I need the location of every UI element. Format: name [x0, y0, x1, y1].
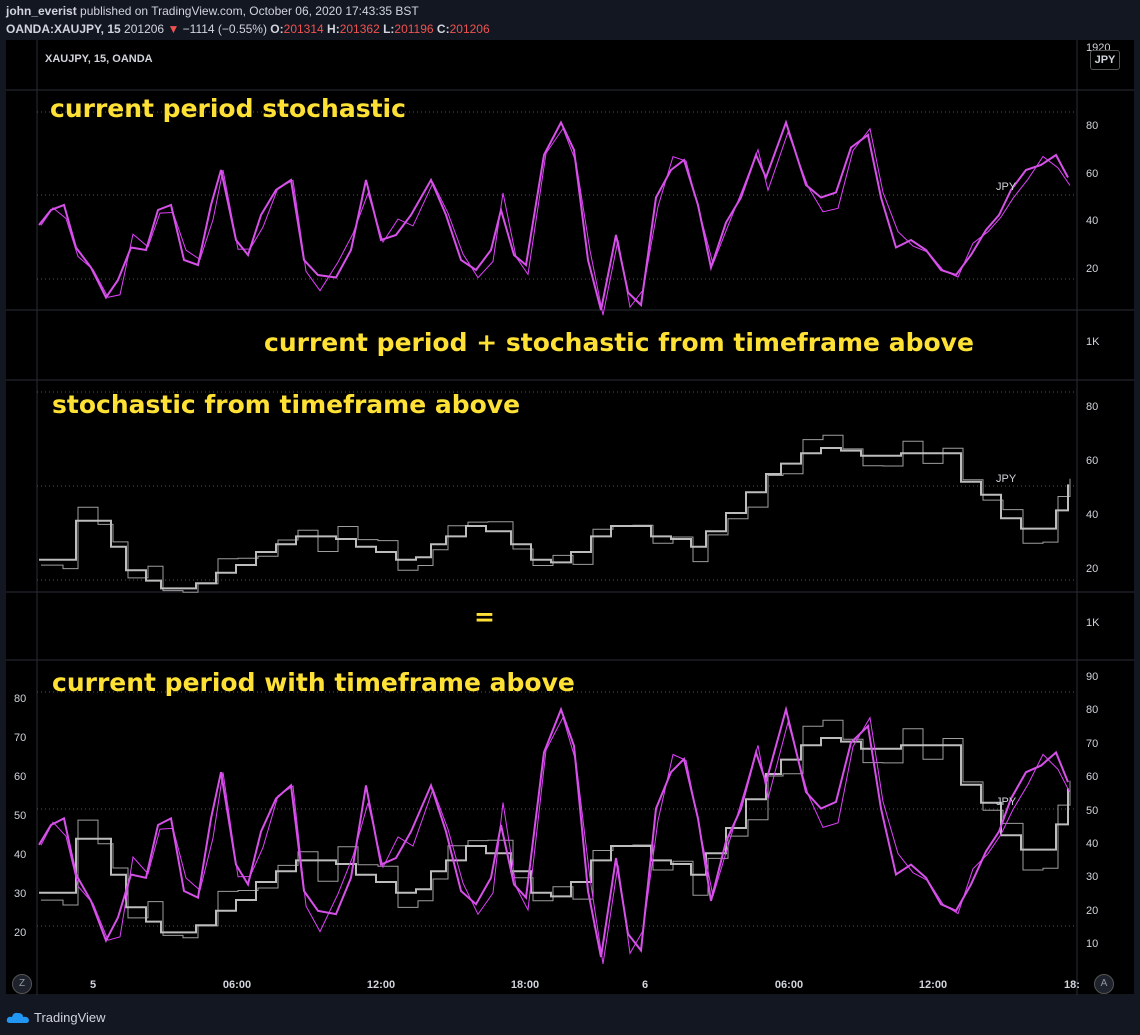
- pane3-right-axis-tick: 80: [1086, 704, 1098, 716]
- pane3-left-axis-tick: 70: [14, 732, 26, 744]
- gap1-axis-label: 1K: [1086, 336, 1100, 348]
- jpy-watermark: JPY: [996, 796, 1017, 808]
- low-label: L:: [383, 22, 395, 36]
- chart-canvas[interactable]: 80604020806040201K1K19209080706050403020…: [6, 40, 1134, 995]
- combined-htf-k-line: [41, 719, 1071, 939]
- annotation-htf: stochastic from timeframe above: [52, 390, 521, 419]
- jpy-watermark: JPY: [996, 473, 1017, 485]
- htf-k-line: [41, 434, 1071, 593]
- open-label: O:: [270, 22, 284, 36]
- pane1-axis-tick: 20: [1086, 263, 1098, 275]
- time-axis-tick: 18:: [1064, 979, 1080, 991]
- pane3-left-axis-tick: 80: [14, 693, 26, 705]
- pane3-left-axis-tick: 20: [14, 927, 26, 939]
- gap2-axis-label: 1K: [1086, 617, 1100, 629]
- pane3-right-axis-tick: 30: [1086, 871, 1098, 883]
- publish-line: john_everist published on TradingView.co…: [6, 4, 419, 18]
- htf-d-line: [39, 447, 1069, 590]
- auto-scale-button[interactable]: A: [1094, 974, 1114, 994]
- pane3-right-axis-tick: 50: [1086, 805, 1098, 817]
- pane3-right-axis-tick: 20: [1086, 905, 1098, 917]
- time-axis-tick: 12:00: [367, 979, 395, 991]
- annotation-current-period: current period stochastic: [50, 94, 406, 123]
- pane1-axis-tick: 80: [1086, 120, 1098, 132]
- last-price: 201206: [124, 22, 165, 36]
- pane3-right-axis-tick: 90: [1086, 671, 1098, 683]
- pane3-right-axis-tick: 10: [1086, 938, 1098, 950]
- combined-htf-d-line: [39, 737, 1069, 934]
- time-axis-tick: 6: [642, 979, 648, 991]
- time-axis-tick: 12:00: [919, 979, 947, 991]
- price-change: −1114 (−0.55%): [182, 22, 267, 36]
- stoch-d-line: [38, 119, 1069, 311]
- published-text: published on TradingView.com, October 06…: [80, 4, 419, 18]
- pane3-right-axis-tick: 70: [1086, 738, 1098, 750]
- stoch-k-line: [40, 127, 1071, 316]
- tradingview-logo[interactable]: TradingView: [6, 1010, 106, 1025]
- high-value: 201362: [339, 22, 380, 36]
- cloud-icon: [6, 1012, 30, 1023]
- pane2-axis-tick: 80: [1086, 401, 1098, 413]
- annotation-equals: =: [474, 602, 495, 631]
- time-axis-tick: 18:00: [511, 979, 539, 991]
- currency-button[interactable]: JPY: [1090, 50, 1120, 70]
- close-value: 201206: [449, 22, 490, 36]
- low-value: 201196: [394, 22, 434, 36]
- annotation-result: current period with timeframe above: [52, 668, 575, 697]
- chart-area[interactable]: 80 60 40 20 80 60 40 20 1K 1K 1920 90 80 70 60 50 40 30 20…: [6, 40, 1134, 995]
- symbol-line: OANDA:XAUJPY, 15: [6, 22, 121, 36]
- pane2-axis-tick: 60: [1086, 455, 1098, 467]
- annotation-combined: current period + stochastic from timefra…: [264, 328, 974, 357]
- footer: Z A TradingView: [0, 974, 1140, 1035]
- chart-header: john_everist published on TradingView.co…: [0, 0, 1140, 40]
- brand-name: TradingView: [34, 1010, 106, 1025]
- jpy-watermark: JPY: [996, 181, 1017, 193]
- zoom-button[interactable]: Z: [12, 974, 32, 994]
- pane3-left-axis-tick: 50: [14, 810, 26, 822]
- symbol-title: XAUJPY, 15, OANDA: [45, 53, 153, 65]
- close-label: C:: [436, 22, 450, 36]
- pane1-axis-tick: 60: [1086, 168, 1098, 180]
- pane3-right-axis-tick: 60: [1086, 771, 1098, 783]
- pane1-axis-tick: 40: [1086, 215, 1098, 227]
- ohlc-line: OANDA:XAUJPY, 15 201206 ▼ −1114 (−0.55%)…: [6, 22, 490, 36]
- author-name[interactable]: john_everist: [6, 4, 77, 18]
- combined-stoch-d-line: [38, 705, 1069, 958]
- change-arrow-icon: ▼: [167, 22, 180, 36]
- pane3-right-axis-tick: 40: [1086, 838, 1098, 850]
- time-axis-tick: 06:00: [223, 979, 251, 991]
- time-axis-tick: 06:00: [775, 979, 803, 991]
- open-value: 201314: [283, 22, 324, 36]
- pane2-axis-tick: 20: [1086, 563, 1098, 575]
- high-label: H:: [327, 22, 340, 36]
- pane3-left-axis-tick: 40: [14, 849, 26, 861]
- pane3-left-axis-tick: 30: [14, 888, 26, 900]
- pane2-axis-tick: 40: [1086, 509, 1098, 521]
- time-axis-tick: 5: [90, 979, 96, 991]
- pane3-left-axis-tick: 60: [14, 771, 26, 783]
